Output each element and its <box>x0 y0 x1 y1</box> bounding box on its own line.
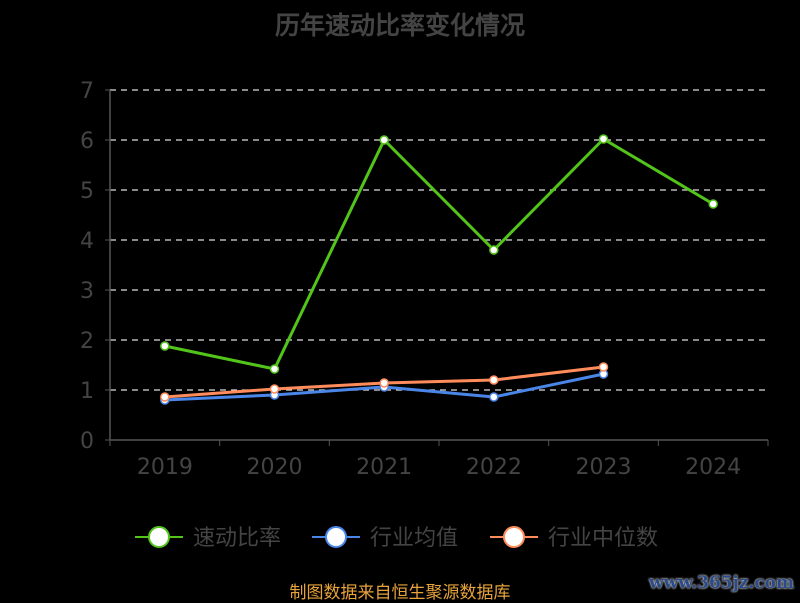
data-source-note: 制图数据来自恒生聚源数据库 <box>289 583 511 603</box>
legend-label: 行业均值 <box>370 526 458 551</box>
x-tick-label: 2022 <box>466 455 522 480</box>
legend-marker <box>503 526 525 548</box>
y-tick-label: 5 <box>80 179 94 204</box>
legend-marker <box>148 526 170 548</box>
data-point <box>598 134 609 144</box>
y-tick-label: 4 <box>80 229 94 254</box>
x-tick-label: 2020 <box>247 455 303 480</box>
x-tick-label: 2019 <box>137 455 193 480</box>
x-tick-label: 2021 <box>356 455 412 480</box>
x-tick-label: 2023 <box>576 455 632 480</box>
data-point <box>379 378 389 388</box>
y-tick-label: 0 <box>80 429 94 454</box>
legend-marker <box>325 526 347 548</box>
data-point <box>489 245 499 255</box>
data-point <box>269 384 280 394</box>
x-tick-label: 2024 <box>685 455 741 480</box>
y-tick-label: 7 <box>80 79 94 104</box>
series-line-0 <box>164 137 714 371</box>
y-tick-label: 1 <box>80 379 94 404</box>
chart-title: 历年速动比率变化情况 <box>274 11 525 40</box>
legend-label: 行业中位数 <box>548 526 658 551</box>
data-point <box>160 392 170 402</box>
data-point <box>379 135 389 145</box>
y-tick-label: 6 <box>80 129 94 154</box>
data-point <box>269 364 280 374</box>
data-point <box>708 199 718 209</box>
watermark: www.365jz.com <box>649 573 794 593</box>
y-tick-label: 2 <box>80 329 94 354</box>
legend-label: 速动比率 <box>193 526 281 551</box>
data-point <box>598 362 609 372</box>
data-point <box>489 375 499 385</box>
data-point <box>160 341 170 351</box>
data-point <box>489 392 499 402</box>
y-tick-label: 3 <box>80 279 94 304</box>
